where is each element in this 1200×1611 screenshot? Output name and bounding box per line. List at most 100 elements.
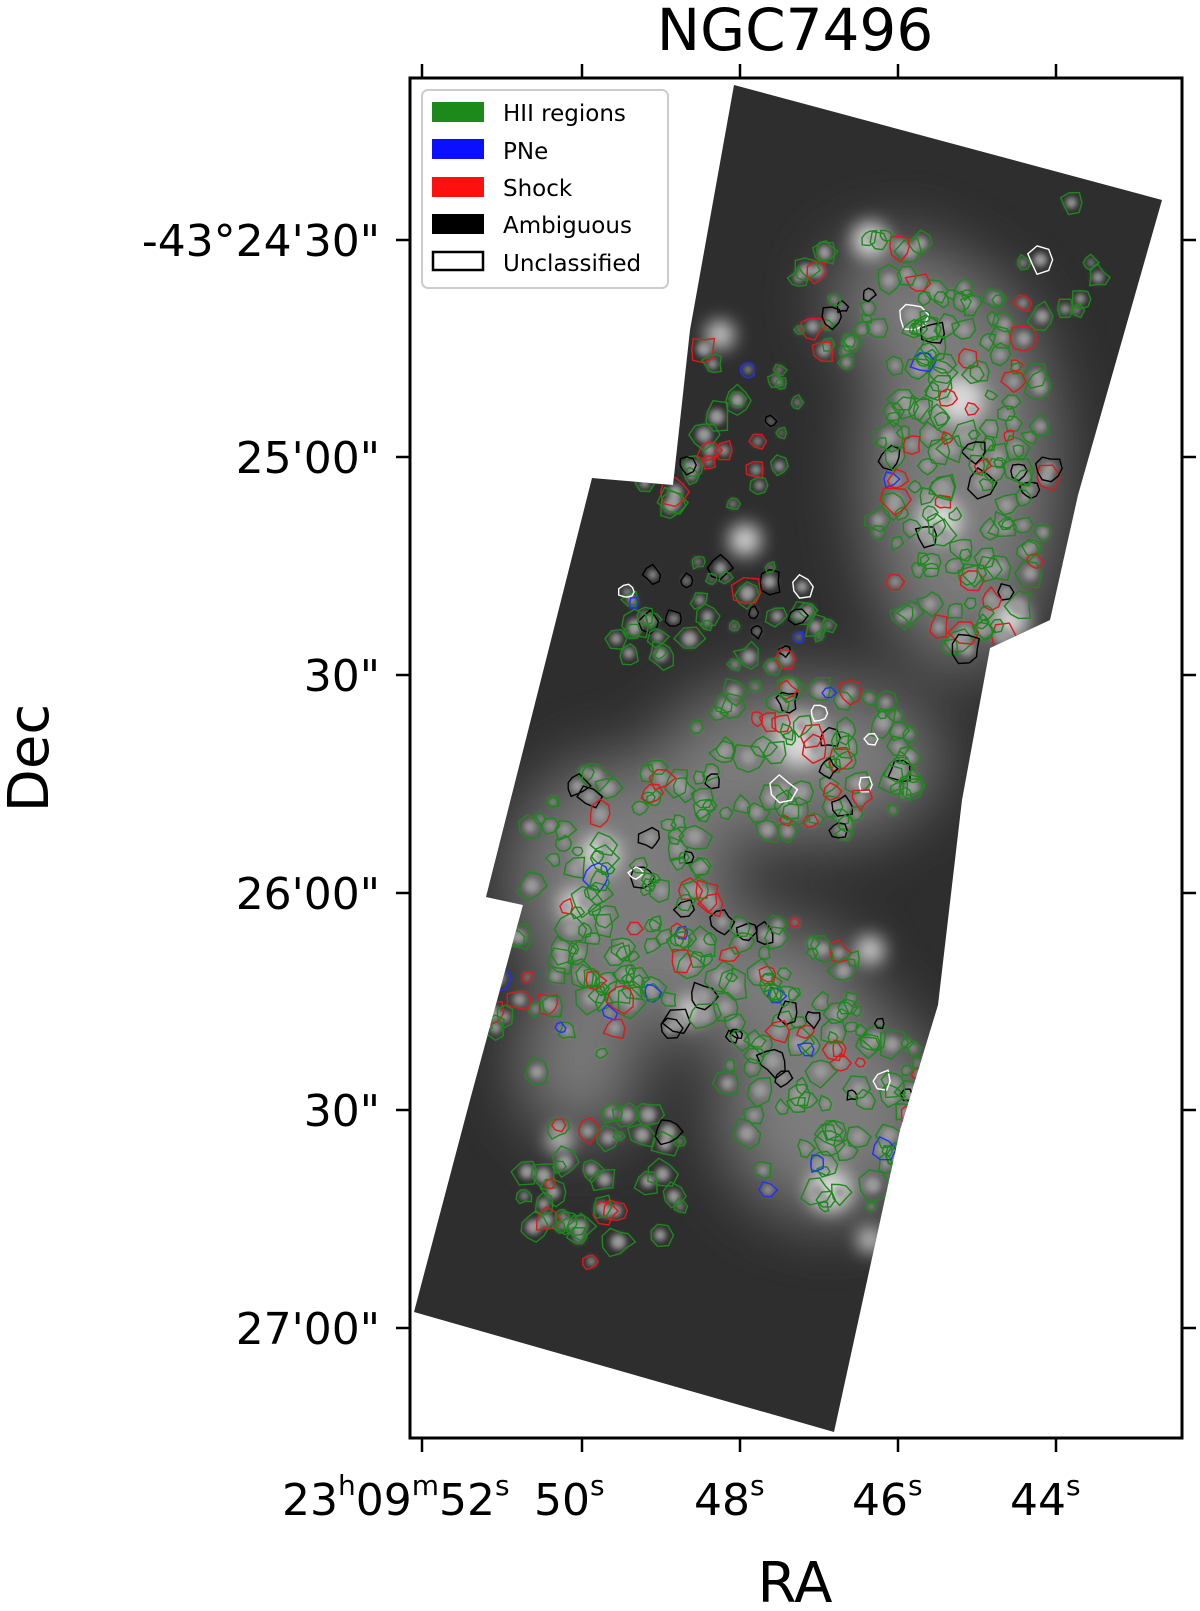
point-source	[964, 352, 975, 363]
point-source	[867, 734, 876, 743]
hii-region	[546, 947, 575, 976]
hii-region	[979, 332, 997, 353]
pn-region	[628, 596, 639, 609]
point-source	[597, 1049, 605, 1057]
point-source	[531, 1005, 539, 1013]
shock-region	[929, 614, 948, 639]
hii-region	[582, 1159, 606, 1184]
point-source	[928, 283, 942, 297]
point-source	[830, 1034, 837, 1041]
hii-region	[732, 640, 760, 670]
hii-region	[563, 856, 586, 879]
hii-region	[792, 714, 813, 738]
hii-region	[520, 1209, 550, 1244]
point-source	[865, 291, 872, 299]
hii-region	[997, 405, 1016, 422]
hii-region	[725, 658, 742, 672]
point-source	[985, 422, 997, 434]
point-source	[564, 921, 579, 937]
point-source	[841, 347, 849, 356]
point-source	[708, 576, 715, 582]
hii-region	[703, 931, 718, 946]
point-source	[630, 600, 637, 606]
point-source	[640, 428, 654, 443]
point-source	[654, 1229, 666, 1241]
hii-region	[805, 947, 819, 962]
point-source	[717, 1000, 733, 1015]
hii-region	[963, 597, 977, 610]
point-source	[695, 595, 705, 605]
point-source	[520, 1191, 529, 1200]
point-source	[801, 1143, 810, 1153]
hii-region	[893, 750, 909, 765]
hii-region	[944, 558, 965, 575]
legend-label: Shock	[503, 176, 573, 202]
point-source	[890, 360, 900, 370]
hii-region	[600, 418, 622, 435]
hii-region	[907, 394, 931, 421]
hii-region	[924, 1097, 941, 1120]
hii-region	[904, 358, 931, 380]
shock-region	[902, 435, 921, 456]
ambiguous-region	[836, 300, 850, 314]
point-source	[738, 800, 748, 811]
point-source	[524, 878, 540, 894]
point-source	[899, 1107, 910, 1118]
point-source	[597, 919, 610, 933]
shock-region	[806, 260, 827, 285]
shock-region	[879, 487, 912, 517]
hii-region	[991, 294, 1004, 307]
hii-region	[828, 758, 841, 774]
point-source	[672, 832, 680, 840]
point-source	[987, 392, 994, 399]
point-source	[881, 429, 897, 445]
hii-region	[877, 1152, 894, 1174]
hii-region	[749, 1034, 774, 1058]
hii-region	[1071, 289, 1092, 310]
hii-region	[846, 1125, 872, 1149]
ambiguous-region	[889, 1176, 902, 1190]
unclassified-region	[872, 1069, 891, 1091]
hii-region	[994, 492, 1019, 516]
point-source	[607, 949, 622, 964]
hii-region	[633, 1170, 658, 1196]
hii-region	[597, 433, 615, 454]
shock-region	[691, 337, 716, 364]
hii-region	[681, 876, 709, 900]
hii-region	[819, 318, 835, 332]
hii-region	[804, 613, 828, 638]
hii-region	[667, 827, 685, 846]
ambiguous-region	[862, 287, 878, 303]
shock-region	[695, 879, 719, 914]
point-source	[823, 779, 833, 789]
point-source	[798, 263, 812, 277]
hii-region	[626, 1123, 656, 1148]
hii-region	[700, 952, 714, 967]
point-source	[911, 484, 919, 492]
ambiguous-region	[877, 444, 901, 471]
hii-region	[1012, 516, 1034, 534]
hii-region	[665, 931, 693, 954]
point-source	[815, 942, 830, 956]
hii-region	[835, 750, 857, 770]
hii-region	[554, 819, 578, 842]
hii-region	[567, 940, 589, 966]
ambiguous-region	[967, 467, 998, 500]
hii-region	[625, 966, 651, 989]
point-source	[857, 1027, 864, 1034]
hii-region	[869, 230, 889, 251]
hii-region	[742, 1047, 766, 1065]
hii-region	[755, 819, 780, 844]
point-source	[957, 323, 971, 337]
point-source	[488, 979, 497, 988]
point-source	[1018, 520, 1028, 530]
point-source	[739, 585, 756, 601]
point-source	[635, 802, 644, 811]
point-source	[904, 307, 920, 323]
hii-region	[951, 419, 979, 452]
axes-frame	[408, 76, 1184, 1440]
hii-region	[765, 693, 790, 714]
hii-region	[763, 981, 779, 1001]
point-source	[934, 1123, 941, 1130]
point-source	[914, 566, 923, 574]
